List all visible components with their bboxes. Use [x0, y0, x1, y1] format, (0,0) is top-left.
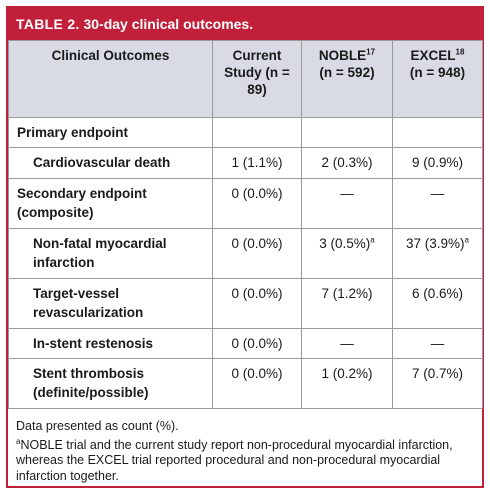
cell-excel: —: [392, 178, 483, 229]
cell-excel: —: [392, 328, 483, 359]
table-label: TABLE 2.: [16, 16, 80, 32]
col-header-current-study: Current Study (n = 89): [212, 40, 302, 118]
cell-excel: 37 (3.9%)a: [392, 228, 483, 279]
cell-excel: 6 (0.6%): [392, 278, 483, 329]
footnote-mark: a: [16, 436, 21, 446]
row-label: Stent thrombosis (definite/possible): [8, 358, 213, 409]
cell-noble: 1 (0.2%): [301, 358, 393, 409]
col-header-outcomes: Clinical Outcomes: [8, 40, 213, 118]
footnote-data-format: Data presented as count (%).: [16, 419, 179, 433]
col-header-noble: NOBLE17 (n = 592): [301, 40, 393, 118]
table-row: Non-fatal myocardial infarction 0 (0.0%)…: [8, 228, 483, 279]
cell-noble: 7 (1.2%): [301, 278, 393, 329]
footnote-mark: a: [464, 235, 469, 245]
row-label: Cardiovascular death: [8, 147, 213, 179]
footnote-mark: a: [370, 235, 375, 245]
row-label: Target-vessel revascularization: [8, 278, 213, 329]
cell-excel: 7 (0.7%): [392, 358, 483, 409]
cell-current: 0 (0.0%): [212, 178, 302, 229]
col-header-excel: EXCEL18 (n = 948): [392, 40, 483, 118]
header-row: Clinical Outcomes Current Study (n = 89)…: [8, 40, 483, 118]
table-row: Primary endpoint: [8, 117, 483, 148]
row-label: Non-fatal myocardial infarction: [8, 228, 213, 279]
table-row: Cardiovascular death 1 (1.1%) 2 (0.3%) 9…: [8, 147, 483, 179]
cell-current: 1 (1.1%): [212, 147, 302, 179]
table-row: Stent thrombosis (definite/possible) 0 (…: [8, 358, 483, 409]
table-title-bar: TABLE 2. 30-day clinical outcomes.: [8, 8, 482, 40]
cell-current: 0 (0.0%): [212, 228, 302, 279]
table-row: In-stent restenosis 0 (0.0%) — —: [8, 328, 483, 359]
cell-noble: 2 (0.3%): [301, 147, 393, 179]
outcomes-table: Clinical Outcomes Current Study (n = 89)…: [8, 40, 483, 409]
table-row: Secondary endpoint (composite) 0 (0.0%) …: [8, 178, 483, 229]
cell-noble: —: [301, 178, 393, 229]
cell-current: 0 (0.0%): [212, 358, 302, 409]
footnotes: Data presented as count (%). aNOBLE tria…: [8, 409, 482, 484]
cell-excel: [392, 117, 483, 148]
cell-current: 0 (0.0%): [212, 328, 302, 359]
cell-noble: —: [301, 328, 393, 359]
footnote-a: aNOBLE trial and the current study repor…: [16, 436, 453, 483]
table-row: Target-vessel revascularization 0 (0.0%)…: [8, 278, 483, 329]
cell-noble: 3 (0.5%)a: [301, 228, 393, 279]
row-label: Secondary endpoint (composite): [8, 178, 213, 229]
cell-current: 0 (0.0%): [212, 278, 302, 329]
row-label: In-stent restenosis: [8, 328, 213, 359]
cell-current: [212, 117, 302, 148]
cell-noble: [301, 117, 393, 148]
cell-excel: 9 (0.9%): [392, 147, 483, 179]
table-title: 30-day clinical outcomes.: [83, 16, 254, 32]
table-frame: TABLE 2. 30-day clinical outcomes. Clini…: [6, 6, 484, 488]
row-label: Primary endpoint: [8, 117, 213, 148]
